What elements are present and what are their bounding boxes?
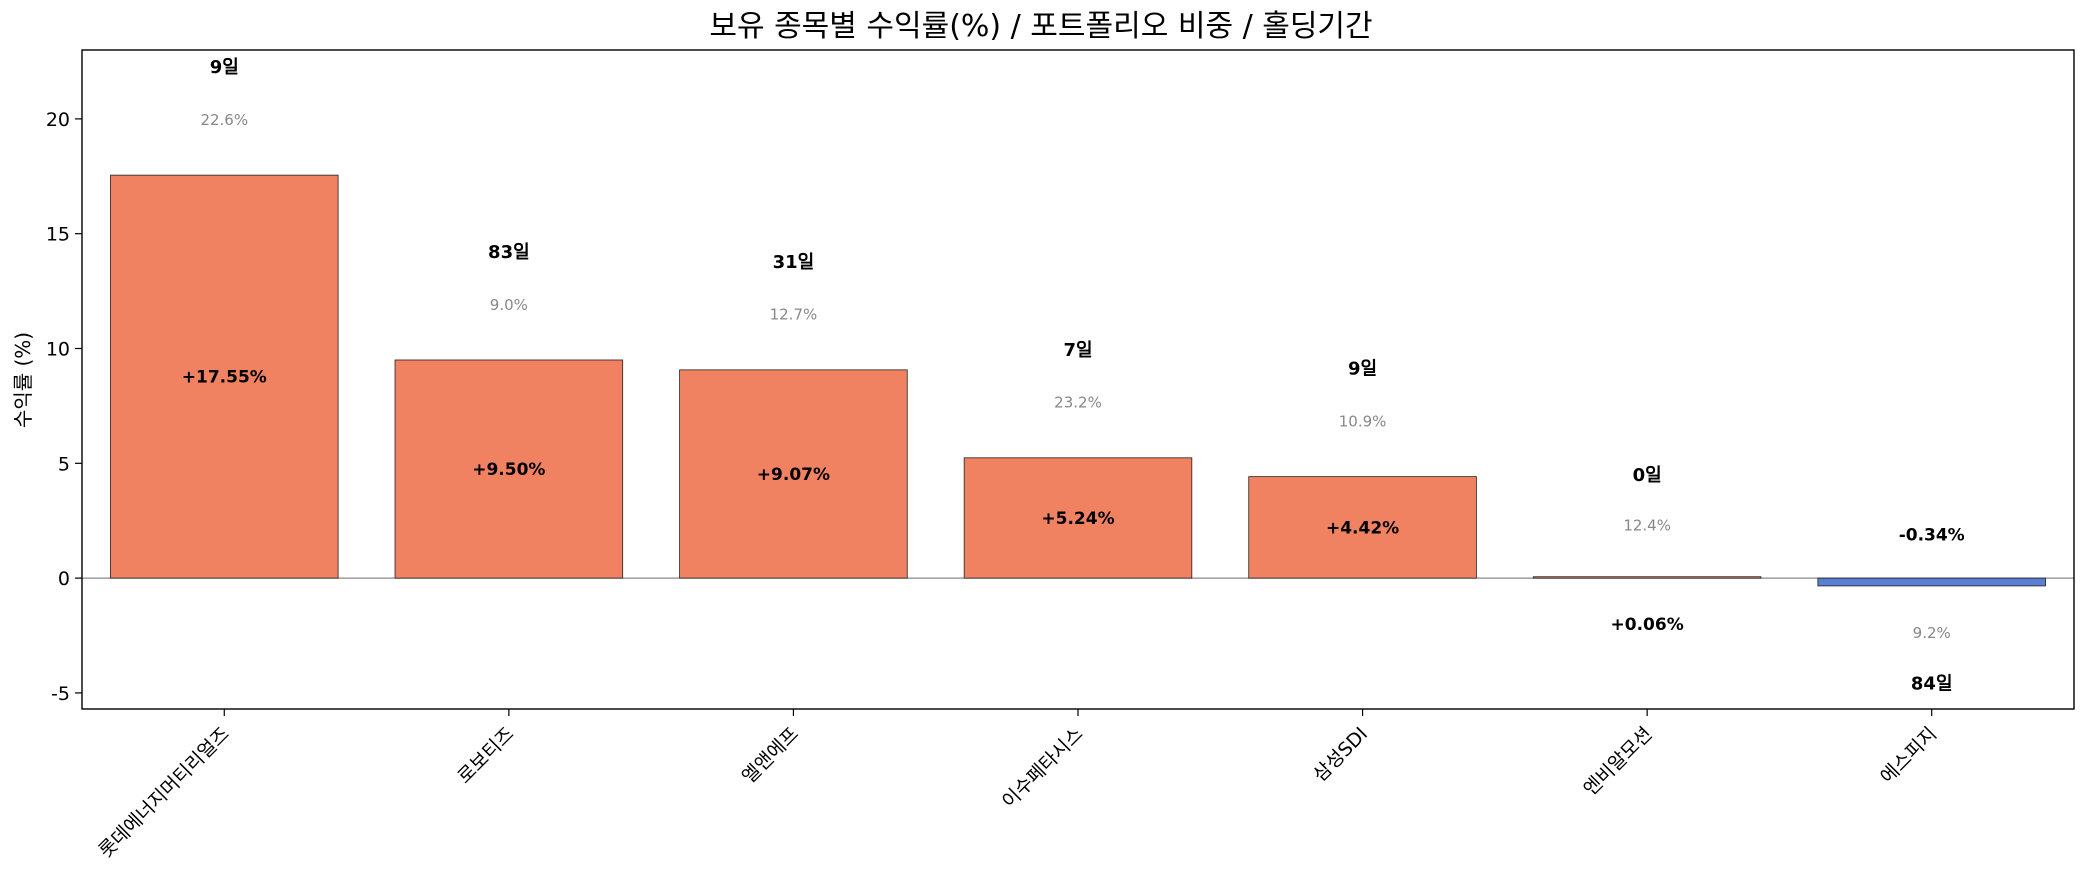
x-tick-label: 로보티즈 (453, 723, 518, 788)
data-label: +0.06% (1611, 615, 1684, 635)
data-label: +9.50% (472, 460, 545, 480)
data-label: -0.34% (1899, 525, 1965, 545)
holding-days-label: 9일 (210, 57, 239, 78)
x-tick-label: 에스피지 (1876, 723, 1941, 788)
weight-label: 12.7% (770, 306, 818, 324)
bar (1532, 576, 1762, 579)
weight-label: 22.6% (200, 111, 248, 129)
holding-days-label: 84일 (1911, 674, 1953, 695)
data-label: +5.24% (1041, 509, 1114, 529)
data-label: +9.07% (757, 465, 830, 485)
holding-days-label: 9일 (1348, 359, 1377, 380)
y-tick-label: 0 (58, 568, 70, 590)
bar (394, 359, 624, 579)
weight-label: 12.4% (1623, 516, 1671, 534)
bar (1817, 577, 2046, 587)
x-tick-label: 엘앤에프 (738, 723, 803, 788)
weight-label: 9.0% (490, 296, 528, 314)
y-tick-label: 20 (46, 109, 70, 131)
x-tick-label: 이수페타시스 (998, 723, 1088, 813)
y-tick-label: 5 (58, 453, 70, 475)
y-tick-label: 10 (46, 339, 70, 361)
bar (963, 457, 1193, 579)
data-label: +17.55% (182, 368, 267, 388)
bar (110, 174, 339, 579)
axes-frame (81, 49, 2075, 710)
holding-days-label: 83일 (488, 242, 530, 263)
weight-label: 9.2% (1913, 624, 1951, 642)
bar (1248, 476, 1477, 579)
chart-title: 보유 종목별 수익률(%) / 포트폴리오 비중 / 홀딩기간 (709, 9, 1372, 44)
holding-days-label: 0일 (1633, 465, 1662, 486)
holding-days-label: 31일 (773, 252, 815, 273)
weight-label: 10.9% (1339, 413, 1387, 431)
x-tick-label: 롯데에너지머티리얼즈 (95, 723, 234, 862)
x-tick-label: 엔비알모션 (1579, 723, 1656, 800)
weight-label: 23.2% (1054, 394, 1102, 412)
y-tick-label: 15 (46, 224, 70, 246)
x-tick-label: 삼성SDI (1309, 723, 1372, 786)
holding-days-label: 7일 (1063, 340, 1092, 361)
y-axis-label: 수익률 (%) (11, 332, 35, 428)
y-tick-label: -5 (51, 683, 70, 705)
bar (679, 369, 908, 579)
data-label: +4.42% (1326, 518, 1399, 538)
